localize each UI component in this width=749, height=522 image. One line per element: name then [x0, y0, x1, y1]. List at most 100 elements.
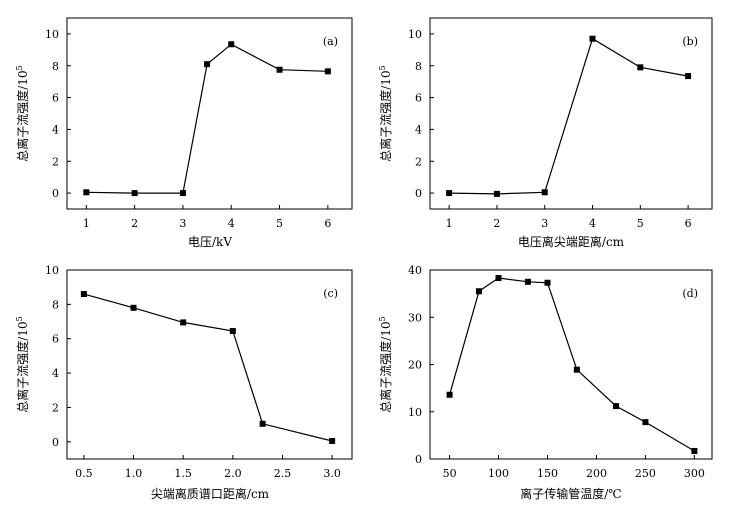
data-point [613, 403, 620, 410]
y-tick-label: 0 [52, 187, 59, 200]
x-tick-label: 3 [541, 217, 548, 230]
y-axis-label-exponent: 5 [15, 316, 24, 321]
y-axis-label-exponent: 5 [378, 65, 387, 70]
data-point [495, 275, 502, 282]
x-axis-label: 尖端离质谱口距离/cm [151, 486, 270, 501]
series-line [449, 277, 695, 452]
data-point [493, 190, 500, 197]
x-tick-label: 4 [228, 217, 235, 230]
data-point [446, 391, 453, 398]
x-tick-label: 150 [537, 467, 558, 480]
x-tick-label: 0.5 [75, 467, 93, 480]
x-tick-label: 2.5 [274, 467, 292, 480]
data-point [524, 278, 531, 285]
y-tick-label: 4 [52, 123, 59, 136]
y-axis-label-text: 总离子流强度/10 [378, 70, 393, 161]
y-tick-label: 0 [415, 453, 422, 466]
series-line [449, 37, 689, 195]
y-tick-label: 0 [52, 436, 59, 449]
data-point [642, 419, 649, 426]
y-tick-label: 4 [415, 123, 422, 136]
x-tick-label: 1.5 [174, 467, 192, 480]
x-tick-label: 6 [685, 217, 692, 230]
x-tick-label: 50 [443, 467, 457, 480]
data-point [589, 35, 596, 42]
y-tick-label: 2 [52, 401, 59, 414]
panel-label: (d) [682, 287, 698, 300]
y-tick-label: 8 [52, 298, 59, 311]
x-tick-label: 100 [488, 467, 509, 480]
y-tick-label: 10 [408, 406, 422, 419]
data-point [475, 288, 482, 295]
chart-panel: 0.5 1.0 1.5 2.0 2.5 3.0 0 2 4 6 8 10 (c) 尖端离质谱口距离/cm 总… [15, 264, 353, 501]
data-point [637, 64, 644, 71]
data-point [131, 190, 138, 197]
data-point [544, 279, 551, 286]
x-tick-label: 6 [324, 217, 331, 230]
y-tick-label: 30 [408, 311, 422, 324]
x-tick-label: 1.0 [125, 467, 143, 480]
x-tick-label: 5 [276, 217, 283, 230]
x-axis-label: 离子传输管温度/℃ [520, 486, 621, 501]
x-tick-label: 2 [131, 217, 138, 230]
x-tick-label: 2 [493, 217, 500, 230]
data-point [259, 420, 266, 427]
y-tick-label: 40 [408, 264, 422, 277]
data-point [228, 41, 235, 48]
data-point [276, 66, 283, 73]
y-axis-label: 总离子流强度/105 [15, 65, 30, 161]
x-tick-label: 200 [586, 467, 607, 480]
y-axis-label: 总离子流强度/105 [15, 316, 30, 412]
x-tick-label: 4 [589, 217, 596, 230]
x-axis-label: 电压/kV [188, 235, 232, 249]
panel-label: (a) [323, 35, 338, 48]
y-tick-label: 0 [415, 187, 422, 200]
data-point [541, 189, 548, 196]
data-point [691, 447, 698, 454]
data-point [446, 190, 453, 197]
y-axis-label-text: 总离子流强度/10 [15, 321, 30, 412]
y-tick-label: 10 [45, 28, 59, 41]
data-point [229, 327, 236, 334]
y-axis-label-text: 总离子流强度/10 [378, 321, 393, 412]
x-tick-label: 1 [446, 217, 453, 230]
data-point [685, 73, 692, 80]
y-axis-label-text: 总离子流强度/10 [15, 70, 30, 161]
data-point [80, 291, 87, 298]
data-point [83, 189, 90, 196]
x-tick-label: 3.0 [323, 467, 341, 480]
plot-frame [429, 17, 713, 210]
y-tick-label: 8 [415, 60, 422, 73]
data-point [573, 366, 580, 373]
y-tick-label: 6 [415, 92, 422, 105]
x-tick-label: 2.0 [224, 467, 242, 480]
y-tick-label: 6 [52, 333, 59, 346]
y-axis-label-exponent: 5 [378, 316, 387, 321]
y-axis-label: 总离子流强度/105 [378, 65, 393, 161]
series-line [83, 293, 333, 442]
data-point [204, 61, 211, 68]
data-point [179, 190, 186, 197]
x-tick-label: 3 [179, 217, 186, 230]
y-tick-label: 4 [52, 367, 59, 380]
x-tick-label: 5 [637, 217, 644, 230]
plot-frame [66, 17, 353, 210]
y-tick-label: 6 [52, 92, 59, 105]
x-tick-label: 250 [635, 467, 656, 480]
data-point [324, 68, 331, 75]
y-axis-label: 总离子流强度/105 [378, 316, 393, 412]
data-point [329, 437, 336, 444]
y-tick-label: 20 [408, 359, 422, 372]
x-tick-label: 300 [684, 467, 705, 480]
y-tick-label: 2 [415, 155, 422, 168]
panel-label: (b) [682, 35, 698, 48]
y-axis-label-exponent: 5 [15, 65, 24, 70]
plot-frame [66, 269, 353, 460]
y-tick-label: 10 [408, 28, 422, 41]
panel-label: (c) [323, 287, 338, 300]
data-point [130, 304, 137, 311]
y-tick-label: 10 [45, 264, 59, 277]
